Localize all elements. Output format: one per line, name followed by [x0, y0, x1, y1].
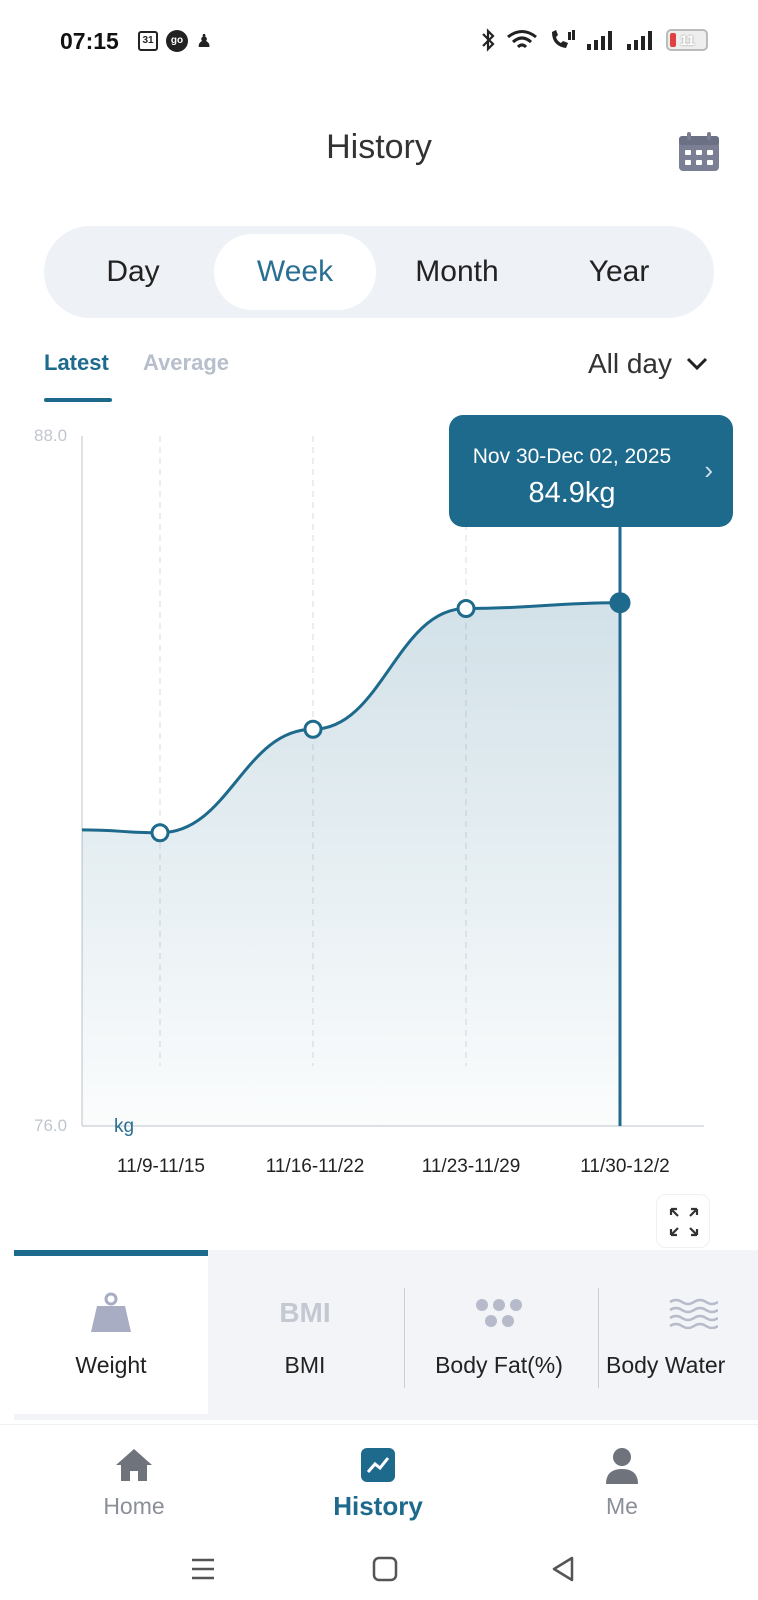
battery-icon: 11 [666, 29, 708, 51]
tab-latest[interactable]: Latest [44, 350, 109, 375]
chart-canvas [81, 436, 704, 1127]
fullscreen-button[interactable] [656, 1194, 710, 1248]
active-metric-indicator [14, 1250, 208, 1256]
metric-bmi[interactable]: BMI BMI [208, 1256, 402, 1414]
value-mode-tabs: Latest Average All day [0, 340, 758, 404]
calendar-button[interactable] [678, 132, 720, 172]
x-tick-label: 11/30-12/2 [580, 1156, 670, 1177]
status-bar: 07:15 31 go ♟ 11 [0, 0, 758, 86]
y-min-label: 76.0 [34, 1116, 68, 1135]
nav-label: Home [103, 1493, 165, 1519]
tab-month[interactable]: Month [415, 255, 499, 288]
weight-chart: 88.0 76.0 kg 11/9-11/15 11/16-11/22 11/2… [0, 404, 758, 1254]
area-fill [82, 602, 620, 1126]
metric-weight[interactable]: Weight [14, 1256, 208, 1414]
go-notification-icon: go [166, 30, 188, 52]
tab-average[interactable]: Average [143, 350, 230, 375]
body-water-icon [669, 1298, 718, 1329]
time-range-value: All day [587, 348, 672, 379]
metric-body-fat[interactable]: Body Fat(%) [402, 1256, 596, 1414]
bluetooth-icon [482, 28, 495, 52]
selected-value-tooltip[interactable]: Nov 30-Dec 02, 2025 84.9kg › [449, 415, 733, 527]
x-tick-label: 11/9-11/15 [116, 1156, 206, 1177]
status-time: 07:15 [60, 28, 119, 54]
signal-2-icon [627, 31, 652, 50]
history-icon [361, 1448, 395, 1482]
metric-label: Body Water [606, 1352, 726, 1378]
tooltip-date: Nov 30-Dec 02, 2025 [472, 445, 672, 468]
chevron-right-icon: › [704, 455, 713, 485]
chevron-down-icon [686, 357, 708, 371]
time-range-dropdown[interactable]: All day [588, 348, 708, 380]
system-navigation [0, 1540, 758, 1600]
expand-icon [669, 1207, 699, 1237]
home-icon [116, 1449, 152, 1481]
nav-label: History [333, 1491, 423, 1521]
data-point[interactable] [456, 599, 476, 618]
metric-selector: Weight BMI BMI Body Fat(%) [14, 1250, 758, 1420]
title-bar: History [0, 110, 758, 190]
person-icon [606, 1448, 638, 1484]
data-point[interactable] [150, 823, 170, 843]
accessibility-icon: ♟ [196, 31, 213, 51]
divider [598, 1288, 599, 1388]
bmi-icon: BMI [279, 1297, 331, 1328]
nav-me[interactable]: Me [522, 1425, 722, 1535]
nav-label: Me [606, 1493, 638, 1519]
tab-day[interactable]: Day [106, 255, 160, 288]
wifi-icon [507, 30, 537, 49]
call-icon [552, 30, 575, 48]
bottom-navigation: Home History Me [0, 1424, 758, 1534]
page-title: History [326, 128, 432, 166]
body-fat-icon [476, 1299, 522, 1327]
metric-label: Weight [75, 1352, 147, 1378]
tab-year[interactable]: Year [588, 255, 650, 288]
data-point[interactable] [609, 592, 631, 614]
metric-body-water[interactable]: Body Water [596, 1256, 758, 1414]
y-max-label: 88.0 [34, 426, 68, 445]
x-tick-label: 11/16-11/22 [265, 1156, 365, 1177]
battery-level: 11 [680, 32, 695, 48]
weight-icon [91, 1292, 131, 1332]
menu-icon[interactable] [190, 1554, 216, 1584]
status-system-icons: 11 [480, 28, 708, 52]
period-selector: Day Week Month Year [44, 226, 714, 318]
signal-1-icon [587, 31, 612, 50]
divider [404, 1288, 405, 1388]
tooltip-value: 84.9kg [528, 477, 616, 509]
calendar-notification-icon: 31 [138, 31, 158, 51]
status-notification-icons: 31 go ♟ [138, 30, 212, 52]
calendar-icon [679, 132, 719, 171]
nav-home[interactable]: Home [34, 1425, 234, 1535]
home-button-icon[interactable] [372, 1554, 398, 1584]
x-tick-label: 11/23-11/29 [421, 1156, 521, 1177]
nav-history[interactable]: History [278, 1425, 478, 1535]
metric-label: Body Fat(%) [435, 1352, 563, 1378]
tab-week[interactable]: Week [214, 234, 376, 310]
unit-label: kg [114, 1116, 135, 1137]
active-tab-indicator [44, 398, 112, 402]
back-icon[interactable] [550, 1554, 576, 1584]
metric-label: BMI [284, 1352, 326, 1378]
data-point[interactable] [303, 719, 323, 739]
